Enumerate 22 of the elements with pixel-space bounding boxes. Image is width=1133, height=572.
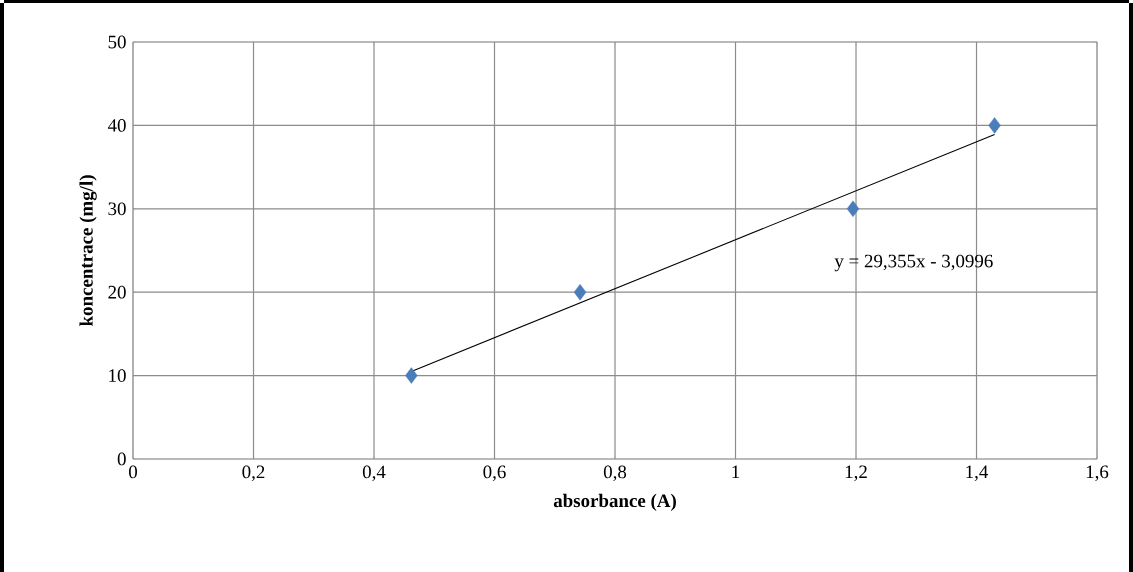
y-tick-label: 20 bbox=[108, 285, 126, 299]
x-tick-label: 0,6 bbox=[483, 465, 506, 481]
x-axis-title: absorbance (A) bbox=[553, 493, 676, 511]
y-axis-title: koncentrace (mg/l) bbox=[79, 175, 97, 326]
x-tick-label: 0,2 bbox=[242, 465, 265, 481]
x-tick-label: 1,4 bbox=[966, 465, 989, 481]
y-tick-label: 10 bbox=[109, 369, 126, 382]
x-tick-label: 1,2 bbox=[845, 465, 867, 481]
x-tick-label: 0 bbox=[129, 465, 138, 479]
y-tick-label: 0 bbox=[117, 452, 126, 466]
point bbox=[405, 367, 418, 384]
x-tick-label: 1,6 bbox=[1086, 465, 1109, 481]
point bbox=[988, 117, 1001, 134]
x-tick-label: 0,8 bbox=[603, 465, 627, 481]
annotation: y = 29,355x - 3,0996 bbox=[834, 254, 993, 272]
y-tick-label: 40 bbox=[107, 119, 126, 132]
x-tick-label: 1 bbox=[732, 465, 740, 478]
y-tick-label: 50 bbox=[108, 35, 126, 49]
x-tick-label: 0,4 bbox=[362, 465, 386, 481]
point bbox=[846, 200, 860, 217]
point bbox=[573, 283, 587, 301]
y-tick-label: 30 bbox=[108, 202, 126, 216]
